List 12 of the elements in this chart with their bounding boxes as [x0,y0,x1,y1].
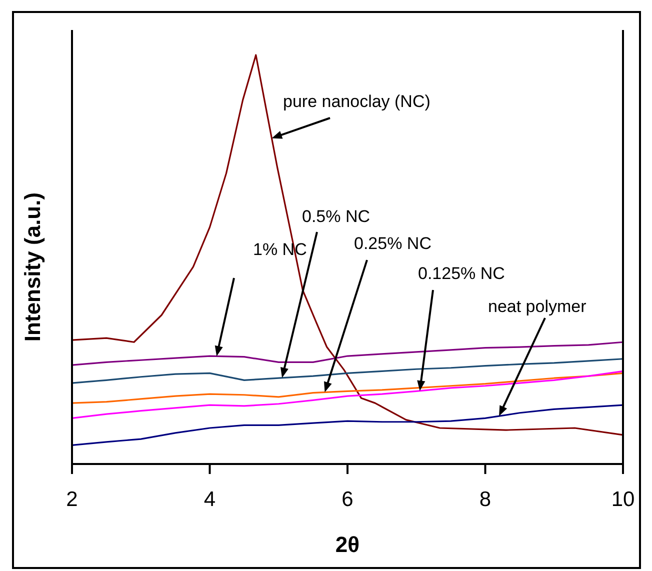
x-axis-title: 2θ [335,532,360,557]
text: 0.25% NC [354,234,432,253]
x-tick-label: 2 [66,488,78,511]
x-tick-label: 8 [479,488,492,511]
text: neat polymer [488,297,587,316]
y-axis-title: Intensity (a.u.) [20,192,45,342]
x-tick-label: 10 [611,488,635,511]
x-tick-label: 4 [204,488,216,511]
text: 0.125% NC [418,264,505,283]
x-tick-label: 6 [342,488,354,511]
series-label: pure nanoclay (NC) [283,92,430,111]
text: 0.5% NC [302,207,370,226]
